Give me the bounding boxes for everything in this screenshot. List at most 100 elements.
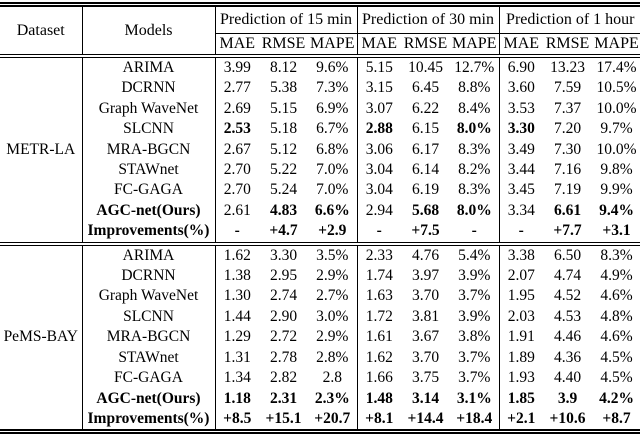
metric-value: +8.7 bbox=[602, 409, 631, 427]
table-row: DCRNN 1.38 2.95 2.9% 1.74 3.97 3.9% 2.07 4.74 4.9… bbox=[0, 266, 640, 287]
metric-value: 3.30 bbox=[498, 119, 543, 140]
metric-value: - bbox=[498, 221, 543, 246]
metric-value: 7.0% bbox=[316, 181, 349, 199]
metric-value: 3.81 bbox=[411, 307, 440, 325]
metric-value: 8.3% bbox=[458, 140, 491, 158]
metric-value: 3.38 bbox=[498, 243, 543, 267]
metric-value: 2.67 bbox=[214, 139, 259, 161]
model-name: Improvements(%) bbox=[82, 408, 216, 432]
table-row: AGC-net(Ours) 1.18 2.31 2.3% 1.48 3.14 3.1% 1.8… bbox=[0, 388, 640, 409]
metric-value: 2.88 bbox=[356, 119, 401, 140]
metric-value: 6.8% bbox=[316, 140, 349, 158]
metric-value: 1.29 bbox=[214, 327, 259, 348]
metric-value: 6.15 bbox=[411, 120, 440, 138]
column-header-mape: MAPE bbox=[450, 33, 499, 58]
metric-value: 6.6% bbox=[314, 201, 350, 219]
metric-value: 5.12 bbox=[269, 140, 298, 158]
metric-value: 4.36 bbox=[553, 348, 582, 366]
metric-value: 4.6% bbox=[600, 328, 633, 346]
metric-value: 8.0% bbox=[456, 201, 492, 219]
metric-value: 2.8% bbox=[316, 348, 349, 366]
metric-value: 7.59 bbox=[553, 79, 582, 97]
metric-value: 4.74 bbox=[553, 267, 582, 285]
metric-value: 10.5% bbox=[596, 79, 637, 97]
metric-value: 5.15 bbox=[269, 99, 298, 117]
metric-value: 3.44 bbox=[498, 160, 543, 181]
metric-value: +7.7 bbox=[543, 221, 592, 246]
metric-value: 3.70 bbox=[411, 287, 440, 305]
metric-value: +2.9 bbox=[308, 221, 357, 246]
metric-value: 3.5% bbox=[316, 246, 349, 264]
metric-value: 6.7% bbox=[316, 120, 349, 138]
metric-value: 3.9% bbox=[458, 307, 491, 325]
metric-value: 3.14 bbox=[411, 389, 440, 407]
model-name: SLCNN bbox=[82, 119, 216, 140]
metric-value: 7.37 bbox=[553, 99, 582, 117]
model-name: ARIMA bbox=[82, 243, 216, 267]
metric-value: 4.52 bbox=[553, 287, 582, 305]
model-name: ARIMA bbox=[82, 56, 216, 79]
metric-value: 1.31 bbox=[214, 347, 259, 369]
metric-value: 3.1% bbox=[456, 389, 492, 407]
metric-value: 4.40 bbox=[553, 369, 582, 387]
metric-value: 2.33 bbox=[356, 243, 401, 267]
model-name: DCRNN bbox=[82, 266, 216, 287]
metric-value: 7.30 bbox=[553, 140, 582, 158]
metric-value: 3.15 bbox=[356, 78, 401, 99]
metric-value: 5.18 bbox=[269, 120, 298, 138]
metric-value: 2.07 bbox=[498, 266, 543, 287]
metric-value: 5.4% bbox=[458, 246, 491, 264]
metric-value: 7.19 bbox=[553, 181, 582, 199]
metric-value: 1.91 bbox=[498, 327, 543, 348]
metric-value: 3.49 bbox=[498, 139, 543, 161]
metric-value: 1.85 bbox=[498, 388, 543, 409]
metric-value: 3.97 bbox=[411, 267, 440, 285]
metric-value: 7.3% bbox=[316, 79, 349, 97]
metric-value: 4.5% bbox=[600, 369, 633, 387]
metric-value: 2.9% bbox=[316, 267, 349, 285]
metric-value: 2.78 bbox=[269, 348, 298, 366]
table-row: AGC-net(Ours) 2.61 4.83 6.6% 2.94 5.68 8.0% 3.3… bbox=[0, 200, 640, 222]
table-row: STAWnet 1.31 2.78 2.8% 1.62 3.70 3.7% 1.89 4.36 4… bbox=[0, 347, 640, 369]
metric-value: - bbox=[450, 221, 499, 246]
metric-value: 6.45 bbox=[411, 79, 440, 97]
metric-value: 2.31 bbox=[269, 389, 298, 407]
table-row: Graph WaveNet 1.30 2.74 2.7% 1.63 3.70 3.7% 1.9… bbox=[0, 286, 640, 307]
metric-value: 3.9% bbox=[458, 267, 491, 285]
metric-value: 4.2% bbox=[599, 389, 634, 407]
model-name: FC-GAGA bbox=[82, 180, 216, 201]
column-header-models: Models bbox=[82, 4, 216, 58]
column-header-dataset: Dataset bbox=[0, 4, 83, 58]
metric-value: 6.22 bbox=[411, 99, 440, 117]
metric-value: 10.45 bbox=[408, 59, 443, 76]
metric-value: 1.95 bbox=[498, 286, 543, 307]
model-name: MRA-BGCN bbox=[82, 139, 216, 161]
metric-value: 3.07 bbox=[356, 98, 401, 120]
metric-value: 8.12 bbox=[269, 59, 298, 76]
metric-value: 3.53 bbox=[498, 98, 543, 120]
header-row-groups: Dataset Models Prediction of 15 min Pred… bbox=[0, 4, 640, 58]
metric-value: 1.74 bbox=[356, 266, 401, 287]
metric-value: 5.15 bbox=[356, 56, 401, 79]
metric-value: 3.67 bbox=[411, 328, 440, 346]
metric-value: 3.60 bbox=[498, 78, 543, 99]
metric-value: 8.3% bbox=[600, 246, 633, 264]
model-name: MRA-BGCN bbox=[82, 327, 216, 348]
dataset-label: PeMS-BAY bbox=[0, 243, 83, 434]
column-group-15min: Prediction of 15 min bbox=[214, 4, 357, 34]
metric-value: 12.7% bbox=[454, 59, 495, 76]
metric-value: 7.0% bbox=[316, 161, 349, 179]
metric-value: 9.7% bbox=[600, 120, 633, 138]
metric-value: 8.2% bbox=[458, 161, 491, 179]
metric-value: +20.7 bbox=[314, 409, 351, 427]
metric-value: 2.95 bbox=[269, 267, 298, 285]
metric-value: 1.30 bbox=[214, 286, 259, 307]
metric-value: 4.53 bbox=[553, 307, 582, 325]
metric-value: 5.24 bbox=[269, 181, 298, 199]
metric-value: 8.4% bbox=[458, 99, 491, 117]
column-header-mae: MAE bbox=[356, 33, 401, 58]
metric-value: 3.75 bbox=[411, 369, 440, 387]
metric-value: 5.38 bbox=[269, 79, 298, 97]
metric-value: 3.8% bbox=[458, 328, 491, 346]
